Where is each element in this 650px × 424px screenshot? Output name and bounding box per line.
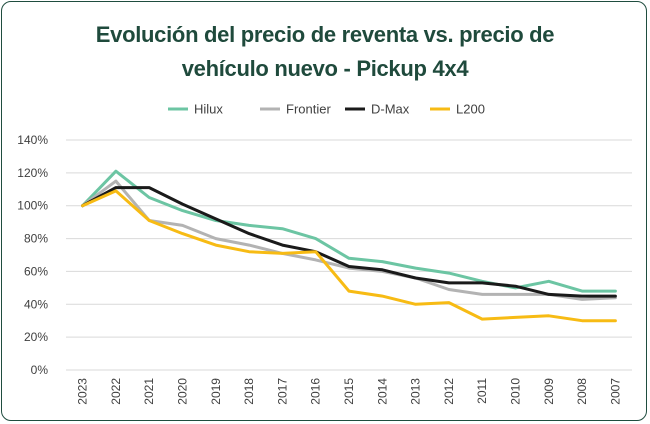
legend-label-l200: L200 bbox=[456, 102, 485, 117]
x-tick-label: 2015 bbox=[342, 378, 356, 405]
legend-label-frontier: Frontier bbox=[286, 102, 331, 117]
y-tick-label: 80% bbox=[24, 232, 48, 246]
x-tick-label: 2012 bbox=[442, 378, 456, 405]
legend-label-d-max: D-Max bbox=[371, 102, 410, 117]
x-tick-label: 2013 bbox=[409, 378, 423, 405]
y-tick-label: 40% bbox=[24, 297, 48, 311]
series-line-hilux bbox=[81, 169, 617, 293]
x-tick-label: 2019 bbox=[209, 378, 223, 405]
series-line-frontier bbox=[81, 179, 617, 301]
x-tick-label: 2017 bbox=[275, 378, 289, 405]
x-tick-label: 2021 bbox=[142, 378, 156, 405]
y-tick-label: 120% bbox=[17, 166, 48, 180]
x-tick-label: 2022 bbox=[109, 378, 123, 405]
legend-label-hilux: Hilux bbox=[194, 102, 223, 117]
chart-title-line-1: Evolución del precio de reventa vs. prec… bbox=[95, 22, 555, 47]
y-tick-label: 20% bbox=[24, 330, 48, 344]
series-line-d-max bbox=[81, 186, 617, 298]
x-tick-label: 2014 bbox=[375, 378, 389, 405]
x-tick-label: 2020 bbox=[176, 378, 190, 405]
x-tick-label: 2009 bbox=[542, 378, 556, 405]
x-tick-label: 2023 bbox=[76, 378, 90, 405]
x-tick-label: 2016 bbox=[309, 378, 323, 405]
y-tick-label: 0% bbox=[31, 363, 49, 377]
x-tick-label: 2011 bbox=[475, 378, 489, 404]
y-tick-label: 140% bbox=[17, 133, 48, 147]
chart-title-line-2: vehículo nuevo - Pickup 4x4 bbox=[181, 56, 469, 81]
series-line-l200 bbox=[81, 189, 617, 323]
x-tick-label: 2018 bbox=[242, 378, 256, 405]
x-tick-label: 2008 bbox=[575, 378, 589, 405]
x-tick-label: 2010 bbox=[508, 378, 522, 405]
y-tick-label: 60% bbox=[24, 264, 48, 278]
x-tick-label: 2007 bbox=[608, 378, 622, 405]
y-tick-label: 100% bbox=[17, 199, 48, 213]
